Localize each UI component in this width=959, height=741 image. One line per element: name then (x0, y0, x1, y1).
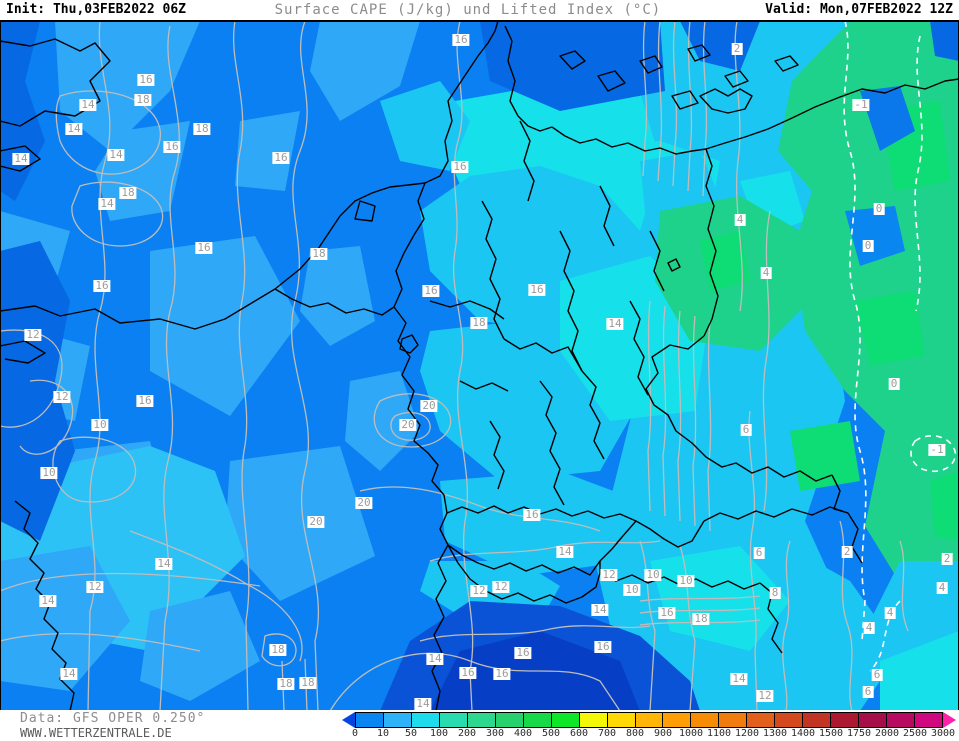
colorbar-tick: 900 (653, 728, 673, 739)
colorbar-segment (495, 713, 524, 727)
init-timestamp: Init: Thu,03FEB2022 06Z (6, 2, 187, 17)
colorbar-segment (775, 713, 804, 727)
colorbar-segment (383, 713, 412, 727)
colorbar-tick: 10 (376, 728, 390, 739)
colorbar-segment (719, 713, 748, 727)
colorbar-segment (439, 713, 468, 727)
colorbar-right-arrow (943, 712, 956, 728)
colorbar-segments (355, 712, 943, 728)
colorbar-tick: 50 (404, 728, 418, 739)
colorbar-segment (467, 713, 496, 727)
colorbar-segment (887, 713, 916, 727)
colorbar-tick: 1100 (706, 728, 732, 739)
page-title: Surface CAPE (J/kg) und Lifted Index (°C… (274, 2, 662, 18)
website-label: WWW.WETTERZENTRALE.DE (20, 726, 172, 740)
colorbar-segment (691, 713, 720, 727)
weather-map-canvas: 16 18 14 14 18 16 16 14 14 18 14 16 18 16 16 2 -1 4 0 0 16 12… (0, 20, 959, 711)
colorbar-left-arrow (342, 712, 355, 728)
colorbar-tick: 1000 (678, 728, 704, 739)
colorbar-segment (607, 713, 636, 727)
colorbar-tick: 500 (541, 728, 561, 739)
cape-map-svg (0, 21, 959, 711)
colorbar-segment (579, 713, 608, 727)
colorbar-tick: 300 (485, 728, 505, 739)
colorbar-tick: 600 (569, 728, 589, 739)
colorbar-tick: 200 (457, 728, 477, 739)
colorbar-segment (411, 713, 440, 727)
colorbar-tick: 100 (429, 728, 449, 739)
colorbar-tick: 2000 (874, 728, 900, 739)
colorbar-tick: 400 (513, 728, 533, 739)
header-bar: Init: Thu,03FEB2022 06Z Surface CAPE (J/… (0, 0, 959, 20)
colorbar-segment (663, 713, 692, 727)
colorbar-segment (831, 713, 860, 727)
colorbar-segment (859, 713, 888, 727)
colorbar-segment (747, 713, 776, 727)
colorbar-tick: 1750 (846, 728, 872, 739)
footer-bar: Data: GFS OPER 0.250° WWW.WETTERZENTRALE… (0, 710, 959, 741)
valid-timestamp: Valid: Mon,07FEB2022 12Z (765, 2, 953, 17)
colorbar-segment (551, 713, 580, 727)
colorbar-segment (635, 713, 664, 727)
colorbar-tick: 1400 (790, 728, 816, 739)
colorbar-tick: 3000 (930, 728, 956, 739)
colorbar-tick: 2500 (902, 728, 928, 739)
colorbar-tick: 1200 (734, 728, 760, 739)
cape-colorbar: 0 10 50 100 200 300 400 500 600 700 800 900 1000 1100… (342, 712, 956, 740)
colorbar-tick: 700 (597, 728, 617, 739)
colorbar-tick: 1500 (818, 728, 844, 739)
colorbar-segment (803, 713, 832, 727)
colorbar-tick: 0 (351, 728, 359, 739)
colorbar-segment (523, 713, 552, 727)
data-source-label: Data: GFS OPER 0.250° (20, 711, 206, 726)
colorbar-segment (915, 713, 943, 727)
colorbar-ticks: 0 10 50 100 200 300 400 500 600 700 800 900 1000 1100… (351, 728, 955, 740)
colorbar-segment (356, 713, 384, 727)
colorbar-tick: 800 (625, 728, 645, 739)
colorbar-tick: 1300 (762, 728, 788, 739)
